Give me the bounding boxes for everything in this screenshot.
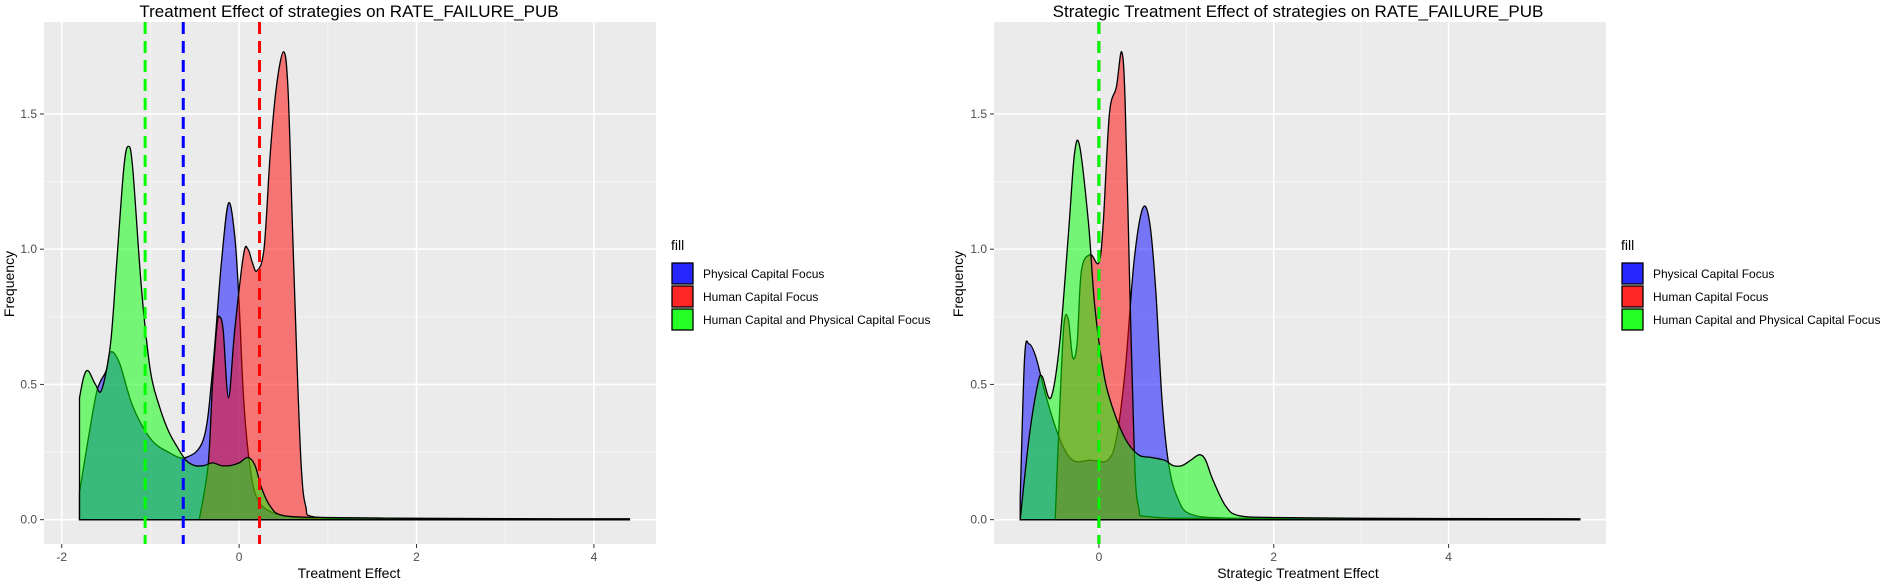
x-tick-label: 2 [1270, 550, 1277, 564]
legend-label-0: Physical Capital Focus [1653, 267, 1774, 281]
y-axis-label: Frequency [1, 251, 17, 317]
density-area-2 [1019, 139, 1581, 521]
legend-key-2 [1621, 308, 1644, 331]
x-tick-label: 0 [1096, 550, 1103, 564]
legend-key-1 [671, 285, 694, 308]
y-tick-label: 0.5 [20, 377, 37, 391]
chart-title: Strategic Treatment Effect of strategies… [1053, 2, 1544, 21]
y-axis-ticks: 0.0 0.5 1.0 1.5 [970, 107, 994, 527]
density-areas [1019, 51, 1581, 521]
y-tick-label: 1.0 [20, 242, 37, 256]
x-tick-label: 4 [1445, 550, 1452, 564]
legend-label-2: Human Capital and Physical Capital Focus [703, 313, 930, 327]
y-tick-label: 1.5 [20, 107, 37, 121]
y-axis-label: Frequency [950, 251, 966, 317]
density-area-2 [78, 145, 631, 521]
panel-right: Strategic Treatment Effect of strategies… [950, 2, 1880, 581]
x-axis-label: Treatment Effect [298, 565, 401, 581]
x-axis-ticks: 0 2 4 [1096, 544, 1452, 564]
x-tick-label: 2 [413, 550, 420, 564]
x-tick-label: 4 [591, 550, 598, 564]
legend-label-2: Human Capital and Physical Capital Focus [1653, 313, 1880, 327]
y-tick-label: 0.0 [970, 513, 987, 527]
legend-title: fill [1621, 237, 1634, 253]
x-axis-ticks: -2 0 2 4 [56, 544, 598, 564]
y-tick-label: 1.0 [970, 242, 987, 256]
y-tick-label: 0.0 [20, 513, 37, 527]
x-tick-label: 0 [236, 550, 243, 564]
legend-label-1: Human Capital Focus [1653, 290, 1768, 304]
legend-label-0: Physical Capital Focus [703, 267, 824, 281]
legend-title: fill [671, 237, 684, 253]
x-axis-label: Strategic Treatment Effect [1217, 565, 1379, 581]
y-axis-ticks: 0.0 0.5 1.0 1.5 [20, 107, 44, 527]
legend-label-1: Human Capital Focus [703, 290, 818, 304]
mean-lines [143, 22, 262, 544]
legend: fill Physical Capital Focus Human Capital … [1621, 237, 1880, 331]
legend-key-2 [671, 308, 694, 331]
y-tick-label: 0.5 [970, 377, 987, 391]
x-tick-label: -2 [56, 550, 67, 564]
legend: fill Physical Capital Focus Human Capital … [671, 237, 930, 331]
chart-title: Treatment Effect of strategies on RATE_F… [139, 2, 558, 21]
y-tick-label: 1.5 [970, 107, 987, 121]
panel-left: Treatment Effect of strategies on RATE_F… [1, 2, 930, 581]
density-areas [78, 51, 631, 521]
legend-key-0 [671, 262, 694, 285]
legend-key-0 [1621, 262, 1644, 285]
legend-key-1 [1621, 285, 1644, 308]
